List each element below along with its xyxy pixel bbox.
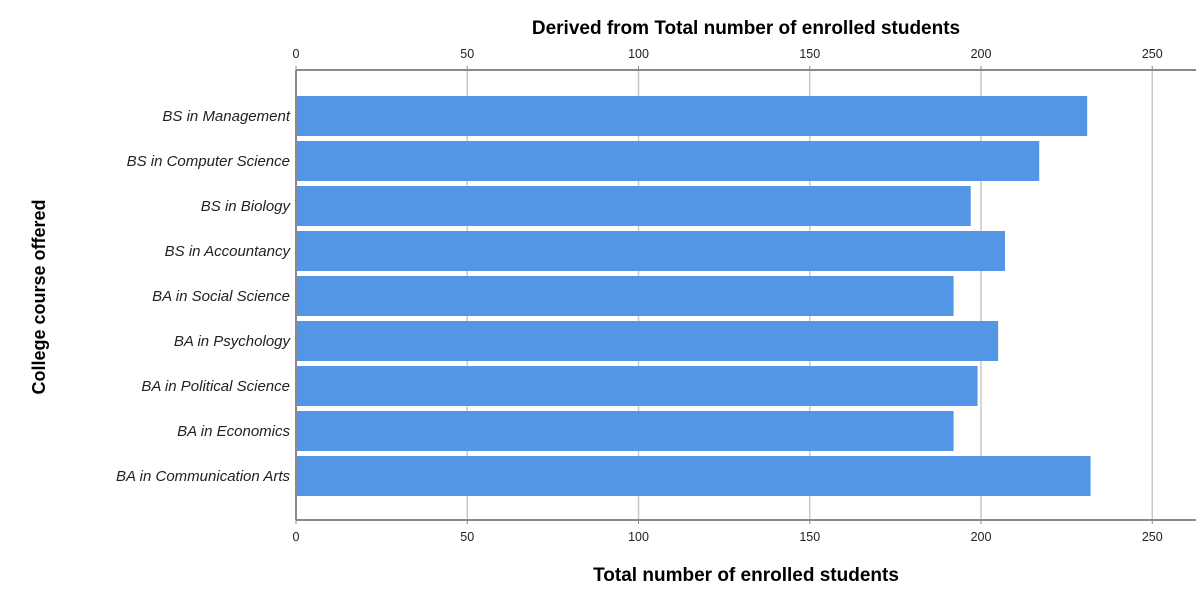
category-label: BS in Management	[162, 108, 290, 125]
category-label: BA in Economics	[177, 423, 290, 440]
top-tick-label: 200	[971, 47, 992, 61]
category-label: BA in Communication Arts	[116, 468, 290, 485]
bottom-axis-ticks: 0 50 100 150 200 250	[293, 520, 1163, 544]
y-axis-label: College course offered	[29, 199, 49, 394]
top-tick-label: 0	[293, 47, 300, 61]
x-axis-label: Total number of enrolled students	[593, 565, 899, 586]
bars	[296, 96, 1091, 496]
bar	[296, 276, 954, 316]
category-label: BS in Accountancy	[165, 243, 292, 260]
top-axis-ticks: 0 50 100 150 200 250	[293, 47, 1163, 70]
bottom-tick-label: 250	[1142, 530, 1163, 544]
category-label: BS in Computer Science	[127, 153, 290, 170]
plot-frame	[295, 69, 1196, 521]
bottom-tick-label: 150	[799, 530, 820, 544]
bar	[296, 456, 1091, 496]
bottom-tick-label: 100	[628, 530, 649, 544]
bar	[296, 96, 1088, 136]
bar	[296, 231, 1005, 271]
category-label: BS in Biology	[201, 198, 292, 215]
top-tick-label: 50	[460, 47, 474, 61]
top-tick-label: 150	[799, 47, 820, 61]
bar	[296, 411, 954, 451]
top-tick-label: 100	[628, 47, 649, 61]
chart-title: Derived from Total number of enrolled st…	[532, 18, 960, 39]
bar	[296, 141, 1040, 181]
bottom-tick-label: 50	[460, 530, 474, 544]
category-label: BA in Social Science	[152, 288, 290, 305]
bottom-tick-label: 0	[293, 530, 300, 544]
category-labels: BS in Management BS in Computer Science BS…	[116, 108, 291, 485]
bar	[296, 366, 978, 406]
bar	[296, 186, 971, 226]
category-label: BA in Political Science	[141, 378, 290, 395]
bottom-tick-label: 200	[971, 530, 992, 544]
bar	[296, 321, 999, 361]
top-tick-label: 250	[1142, 47, 1163, 61]
category-label: BA in Psychology	[174, 333, 292, 350]
